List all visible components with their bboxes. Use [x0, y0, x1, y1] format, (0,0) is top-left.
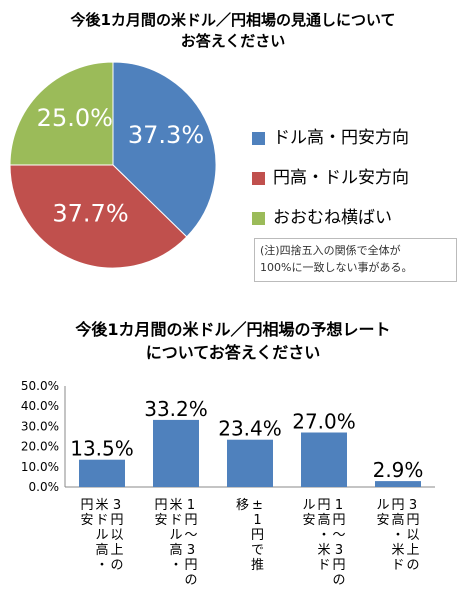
x-category-label: 米	[95, 498, 108, 513]
x-category-label: の	[110, 558, 123, 573]
y-tick-label: 50.0%	[21, 379, 59, 393]
legend-label: 円高・ドル安方向	[273, 168, 409, 188]
bar	[227, 439, 273, 487]
x-category-label: 円	[332, 513, 345, 528]
x-category-label: ・	[95, 558, 108, 573]
y-tick-label: 40.0%	[21, 399, 59, 413]
x-category-label: 以	[406, 528, 419, 543]
pie-slice	[9, 164, 188, 269]
x-category-label: ル	[169, 528, 182, 543]
x-category-label: 円	[317, 498, 330, 513]
x-category-label: ル	[95, 528, 108, 543]
x-category-label: 米	[317, 543, 330, 558]
pie-slice	[9, 61, 114, 166]
x-category-label: の	[332, 573, 345, 588]
pie-slice-label: 37.7%	[52, 199, 128, 227]
legend-label: おおむね横ばい	[273, 208, 392, 228]
pie-slice-label: 37.3%	[128, 121, 204, 149]
x-category-label: 移	[236, 498, 249, 513]
pie-slice-label: 25.0%	[37, 104, 113, 132]
x-category-label: 円	[184, 513, 197, 528]
x-category-label: 円	[406, 513, 419, 528]
x-category-label: ド	[95, 513, 108, 528]
x-category-label: 3	[335, 543, 343, 558]
bar-title-line-2: についてお答えください	[145, 343, 321, 362]
x-category-label: 円	[251, 528, 264, 543]
x-category-label: ・	[169, 558, 182, 573]
x-category-label: ド	[391, 558, 404, 573]
legend-item-flat: おおむね横ばい	[252, 198, 409, 238]
legend-item-usd-strong: ドル高・円安方向	[252, 118, 409, 158]
x-category-label: 安	[80, 513, 93, 528]
x-category-label: ル	[376, 498, 389, 513]
x-category-label: 米	[391, 543, 404, 558]
legend-item-jpy-strong: 円高・ドル安方向	[252, 158, 409, 198]
x-category-label: 以	[110, 528, 123, 543]
x-category-label: 1	[253, 513, 261, 528]
x-category-label: 1	[335, 498, 343, 513]
x-category-label: 上	[110, 543, 123, 558]
x-category-label: 高	[391, 512, 404, 528]
x-category-label: の	[184, 573, 197, 588]
x-category-label: 円	[184, 558, 197, 573]
bar-value-label: 13.5%	[70, 437, 134, 461]
legend-swatch	[252, 171, 265, 185]
x-category-label: 高	[169, 542, 182, 558]
y-tick-label: 10.0%	[21, 460, 59, 474]
x-category-label: ル	[302, 498, 315, 513]
x-category-label: 円	[332, 558, 345, 573]
legend-label: ドル高・円安方向	[273, 128, 409, 148]
legend-swatch	[252, 211, 265, 225]
bar-value-label: 2.9%	[373, 458, 424, 482]
x-category-label: ～	[332, 528, 345, 543]
bar	[301, 432, 347, 487]
x-category-label: 3	[409, 498, 417, 513]
bar-title-line-1: 今後1カ月間の米ドル／円相場の予想レート	[75, 320, 391, 339]
x-category-label: ±	[252, 498, 263, 513]
x-category-label: 上	[406, 543, 419, 558]
x-category-label: ・	[391, 528, 404, 543]
pie-legend: ドル高・円安方向 円高・ドル安方向 おおむね横ばい	[252, 118, 409, 238]
x-category-label: ド	[169, 513, 182, 528]
x-category-label: の	[406, 558, 419, 573]
x-category-label: 安	[154, 513, 167, 528]
x-category-label: 安	[376, 513, 389, 528]
x-category-label: 1	[187, 498, 195, 513]
x-category-label: 円	[110, 513, 123, 528]
bar	[79, 459, 125, 487]
pie-slice	[112, 61, 217, 238]
x-category-label: 高	[95, 542, 108, 558]
x-category-label: ～	[184, 528, 197, 543]
x-category-label: ド	[317, 558, 330, 573]
bar-value-label: 27.0%	[292, 410, 356, 434]
legend-swatch	[252, 131, 265, 145]
x-category-label: 3	[113, 498, 121, 513]
pie-chart-title: 今後1カ月間の米ドル／円相場の見通しについて お答えください	[0, 10, 466, 52]
y-tick-label: 30.0%	[21, 419, 59, 433]
bar-value-label: 23.4%	[218, 417, 282, 441]
pie-title-line-1: 今後1カ月間の米ドル／円相場の見通しについて	[70, 11, 396, 29]
x-category-label: 推	[251, 558, 264, 573]
x-category-label: 円	[80, 498, 93, 513]
note-line-1: (注)四捨五入の関係で全体が	[260, 244, 401, 257]
pie-title-line-2: お答えください	[180, 32, 286, 50]
x-category-label: 安	[302, 513, 315, 528]
bar	[375, 481, 421, 487]
x-category-label: 円	[391, 498, 404, 513]
x-category-label: 円	[154, 498, 167, 513]
bar-chart-title: 今後1カ月間の米ドル／円相場の予想レート についてお答えください	[0, 318, 466, 364]
x-category-label: で	[251, 543, 264, 558]
y-tick-label: 20.0%	[21, 440, 59, 454]
x-category-label: 米	[169, 498, 182, 513]
y-tick-label: 0.0%	[29, 480, 60, 494]
x-category-label: 3	[187, 543, 195, 558]
x-category-label: ・	[317, 528, 330, 543]
bar	[153, 419, 199, 487]
bar-value-label: 33.2%	[144, 397, 208, 421]
x-category-label: 高	[317, 512, 330, 528]
rounding-note: (注)四捨五入の関係で全体が 100%に一致しない事がある。	[254, 238, 457, 282]
note-line-2: 100%に一致しない事がある。	[260, 261, 413, 274]
